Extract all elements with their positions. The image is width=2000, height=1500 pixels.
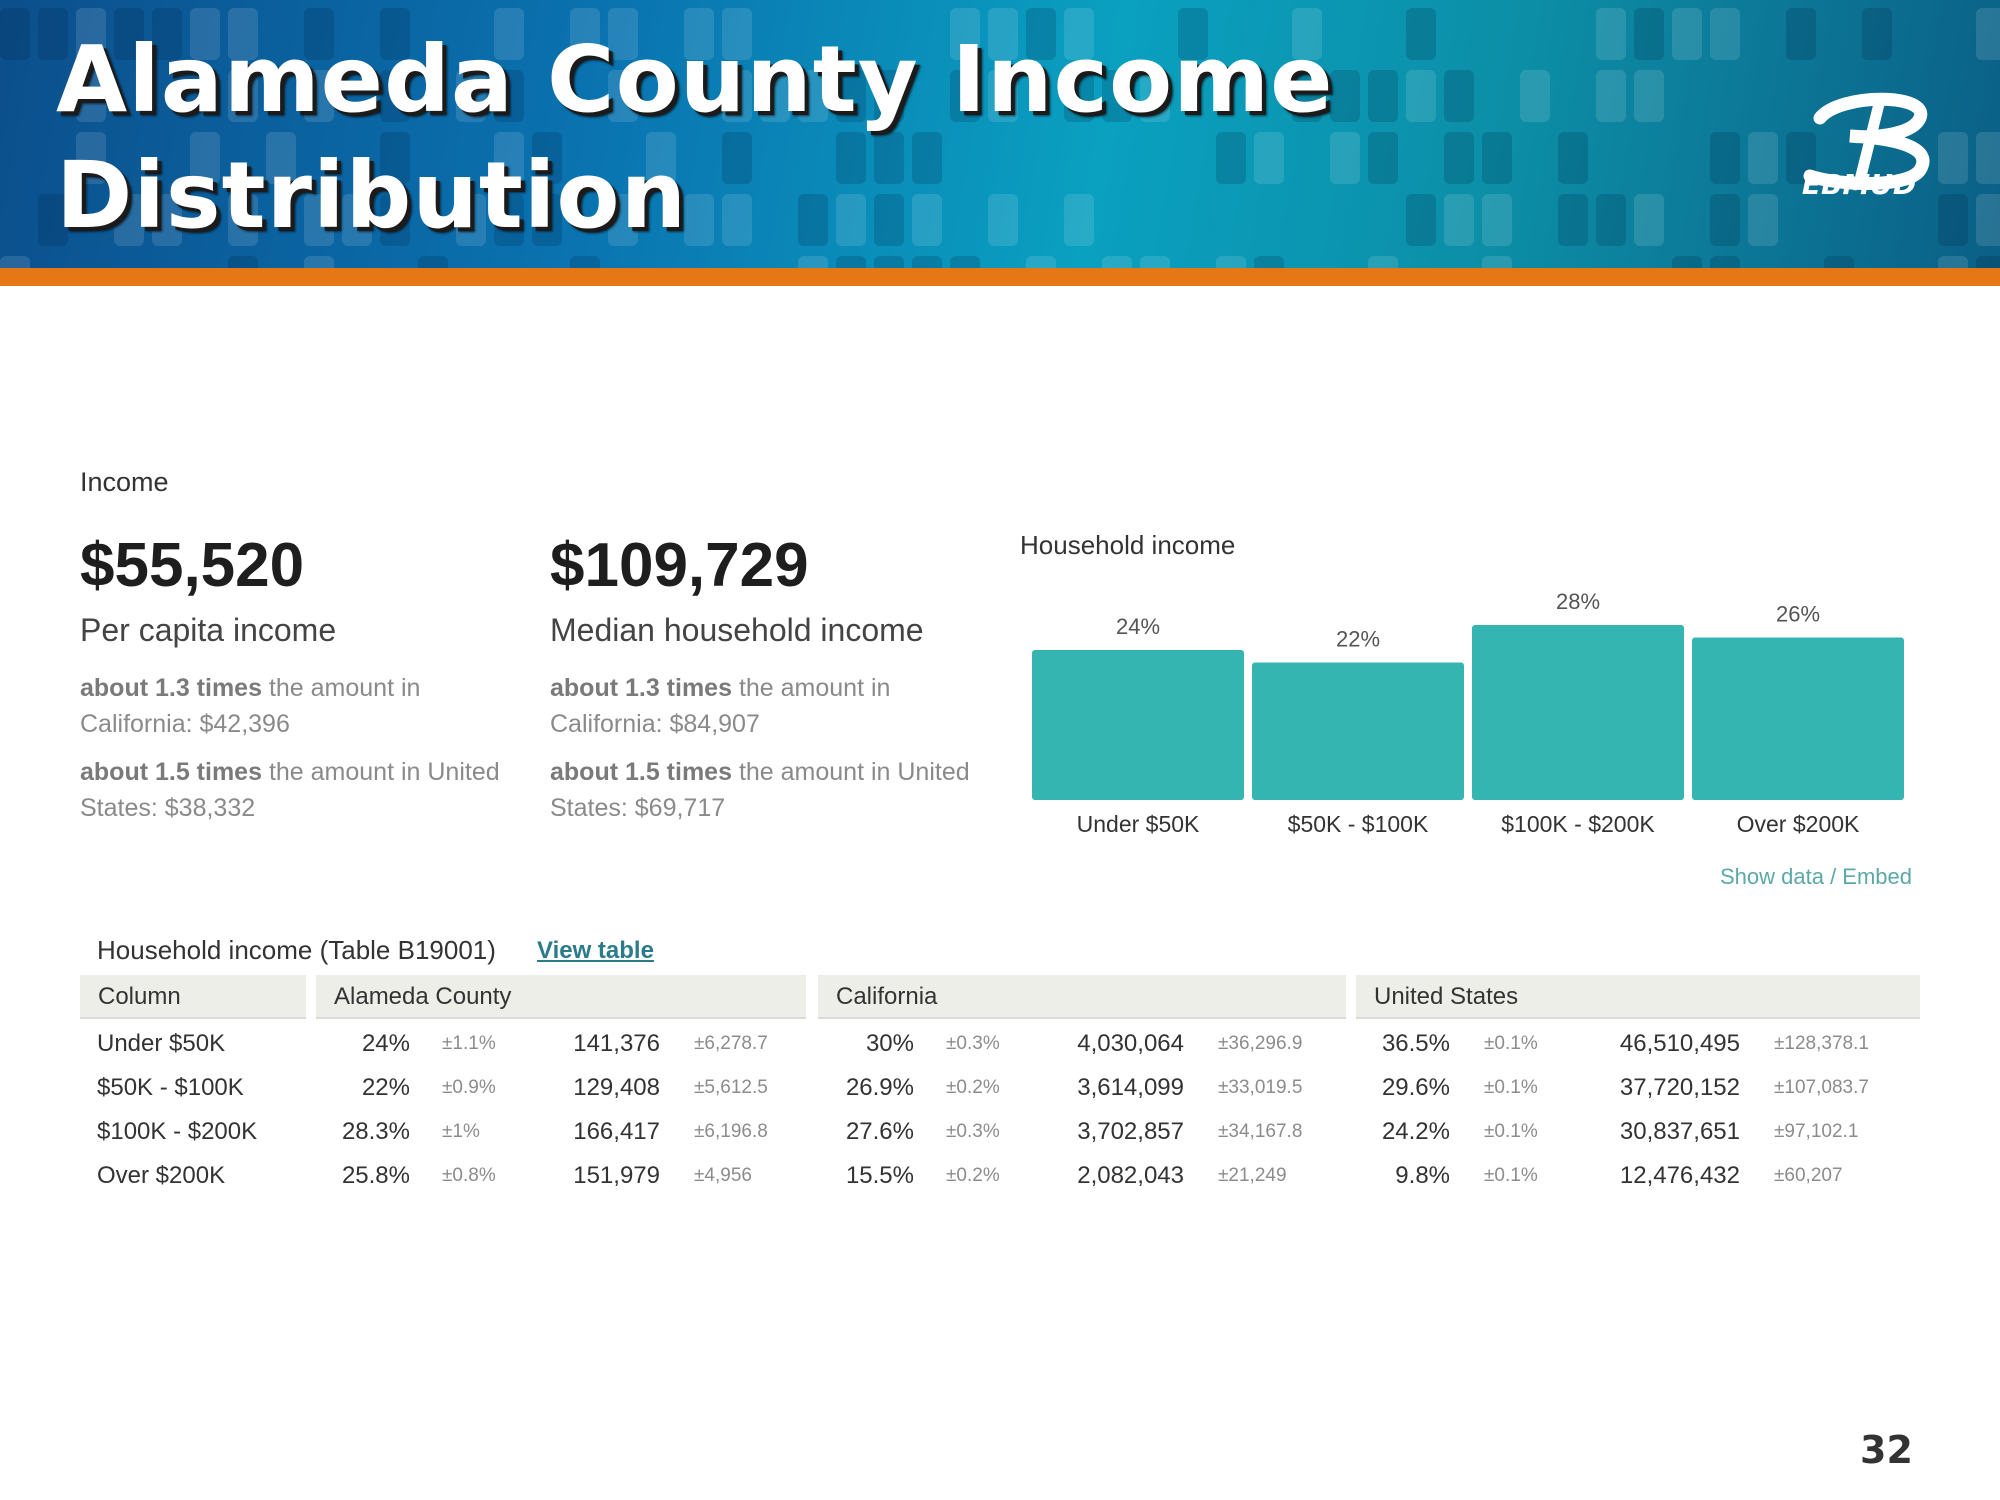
table-row: $50K - $100K 22% ±0.9% 129,408 ±5,612.5 26.9%…	[80, 1066, 1920, 1110]
bar-value-label: 26%	[1776, 602, 1820, 627]
median-household-label: Median household income	[550, 612, 924, 648]
slide-title: Alameda County Income Distribution	[56, 26, 1334, 249]
margin-of-error-cell: ±0.1%	[1484, 1121, 1538, 1142]
margin-of-error-cell: ±21,249	[1218, 1165, 1287, 1186]
value-cell: 29.6%	[1381, 1074, 1450, 1101]
show-data-embed-link[interactable]: Show data / Embed	[1720, 864, 1913, 889]
value-cell: 3,614,099	[1077, 1074, 1184, 1101]
value-cell: 36.5%	[1381, 1030, 1450, 1057]
row-label: $50K - $100K	[97, 1074, 244, 1101]
margin-of-error-cell: ±0.3%	[946, 1033, 1000, 1054]
margin-of-error-cell: ±6,278.7	[694, 1033, 768, 1054]
header-united-states: United States	[1356, 975, 1920, 1019]
bar-3	[1692, 637, 1904, 800]
value-cell: 28.3%	[341, 1118, 410, 1145]
row-label: Under $50K	[97, 1030, 226, 1057]
margin-of-error-cell: ±128,378.1	[1774, 1033, 1869, 1054]
margin-of-error-cell: ±33,019.5	[1218, 1077, 1303, 1098]
margin-of-error-cell: ±0.1%	[1484, 1033, 1538, 1054]
page-number: 32	[1860, 1428, 1913, 1472]
ebmud-logo-icon	[1803, 92, 1930, 190]
logo-text: EBMUD	[1801, 168, 1917, 201]
per-capita-comparison-us: about 1.5 times the amount in United Sta…	[80, 758, 500, 822]
margin-of-error-cell: ±0.2%	[946, 1165, 1000, 1186]
header-column: Column	[80, 975, 306, 1019]
bar-value-label: 28%	[1556, 589, 1600, 614]
table-title: Household income (Table B19001)	[97, 935, 496, 965]
margin-of-error-cell: ±107,083.7	[1774, 1077, 1869, 1098]
table-row: Under $50K 24% ±1.1% 141,376 ±6,278.7 30% ±0.3…	[80, 1022, 1920, 1066]
tile-pattern	[0, 8, 2000, 268]
value-cell: 129,408	[573, 1074, 660, 1101]
median-comparison-us: about 1.5 times the amount in United Sta…	[550, 758, 970, 822]
income-section-label: Income	[80, 467, 169, 497]
value-cell: 46,510,495	[1619, 1030, 1740, 1057]
margin-of-error-cell: ±6,196.8	[694, 1121, 768, 1142]
header-banner	[0, 0, 2000, 268]
margin-of-error-cell: ±0.1%	[1484, 1077, 1538, 1098]
header-alameda: Alameda County	[316, 975, 806, 1019]
per-capita-label: Per capita income	[80, 612, 337, 648]
bar-1	[1252, 662, 1464, 800]
value-cell: 141,376	[573, 1030, 660, 1057]
bar-value-label: 24%	[1116, 614, 1160, 639]
value-cell: 27.6%	[845, 1118, 914, 1145]
margin-of-error-cell: ±36,296.9	[1218, 1033, 1303, 1054]
table-row: Over $200K 25.8% ±0.8% 151,979 ±4,956 15.5% ±0…	[80, 1154, 1920, 1198]
margin-of-error-cell: ±97,102.1	[1774, 1121, 1859, 1142]
bar-0	[1032, 650, 1244, 800]
value-cell: 12,476,432	[1619, 1162, 1740, 1189]
category-label: $50K - $100K	[1288, 811, 1429, 837]
margin-of-error-cell: ±60,207	[1774, 1165, 1843, 1186]
value-cell: 151,979	[573, 1162, 660, 1189]
view-table-link[interactable]: View table	[537, 937, 654, 964]
value-cell: 166,417	[573, 1118, 660, 1145]
value-cell: 22%	[361, 1074, 410, 1101]
margin-of-error-cell: ±34,167.8	[1218, 1121, 1303, 1142]
value-cell: 24.2%	[1381, 1118, 1450, 1145]
value-cell: 30,837,651	[1619, 1118, 1740, 1145]
margin-of-error-cell: ±4,956	[694, 1165, 752, 1186]
value-cell: 26.9%	[845, 1074, 914, 1101]
value-cell: 9.8%	[1395, 1162, 1450, 1189]
margin-of-error-cell: ±0.1%	[1484, 1165, 1538, 1186]
value-cell: 2,082,043	[1077, 1162, 1184, 1189]
value-cell: 4,030,064	[1077, 1030, 1184, 1057]
value-cell: 24%	[361, 1030, 410, 1057]
bar-2	[1472, 625, 1684, 800]
margin-of-error-cell: ±1.1%	[442, 1033, 496, 1054]
per-capita-comparison-ca: about 1.3 times the amount in California…	[80, 674, 421, 738]
bar-value-label: 22%	[1336, 627, 1380, 652]
median-comparison-ca: about 1.3 times the amount in California…	[550, 674, 891, 738]
household-income-chart: 24% Under $50K 22% $50K - $100K 28% $100K - $…	[1032, 589, 1904, 837]
value-cell: 37,720,152	[1619, 1074, 1740, 1101]
margin-of-error-cell: ±5,612.5	[694, 1077, 768, 1098]
table-row: $100K - $200K 28.3% ±1% 166,417 ±6,196.8 27.6…	[80, 1110, 1920, 1154]
chart-title: Household income	[1020, 530, 1236, 560]
median-household-value: $109,729	[550, 531, 809, 600]
median-household-stat: $109,729 Median household income about 1…	[550, 528, 980, 826]
margin-of-error-cell: ±1%	[442, 1121, 480, 1142]
category-label: Over $200K	[1737, 811, 1860, 837]
category-label: Under $50K	[1077, 811, 1200, 837]
value-cell: 15.5%	[845, 1162, 914, 1189]
value-cell: 25.8%	[341, 1162, 410, 1189]
per-capita-value: $55,520	[80, 531, 305, 600]
per-capita-stat: $55,520 Per capita income about 1.3 time…	[80, 528, 510, 826]
value-cell: 30%	[865, 1030, 914, 1057]
margin-of-error-cell: ±0.9%	[442, 1077, 496, 1098]
row-label: $100K - $200K	[97, 1118, 258, 1145]
orange-divider	[0, 268, 2000, 286]
margin-of-error-cell: ±0.3%	[946, 1121, 1000, 1142]
margin-of-error-cell: ±0.8%	[442, 1165, 496, 1186]
category-label: $100K - $200K	[1501, 811, 1655, 837]
header-california: California	[818, 975, 1346, 1019]
margin-of-error-cell: ±0.2%	[946, 1077, 1000, 1098]
row-label: Over $200K	[97, 1162, 226, 1189]
value-cell: 3,702,857	[1077, 1118, 1184, 1145]
